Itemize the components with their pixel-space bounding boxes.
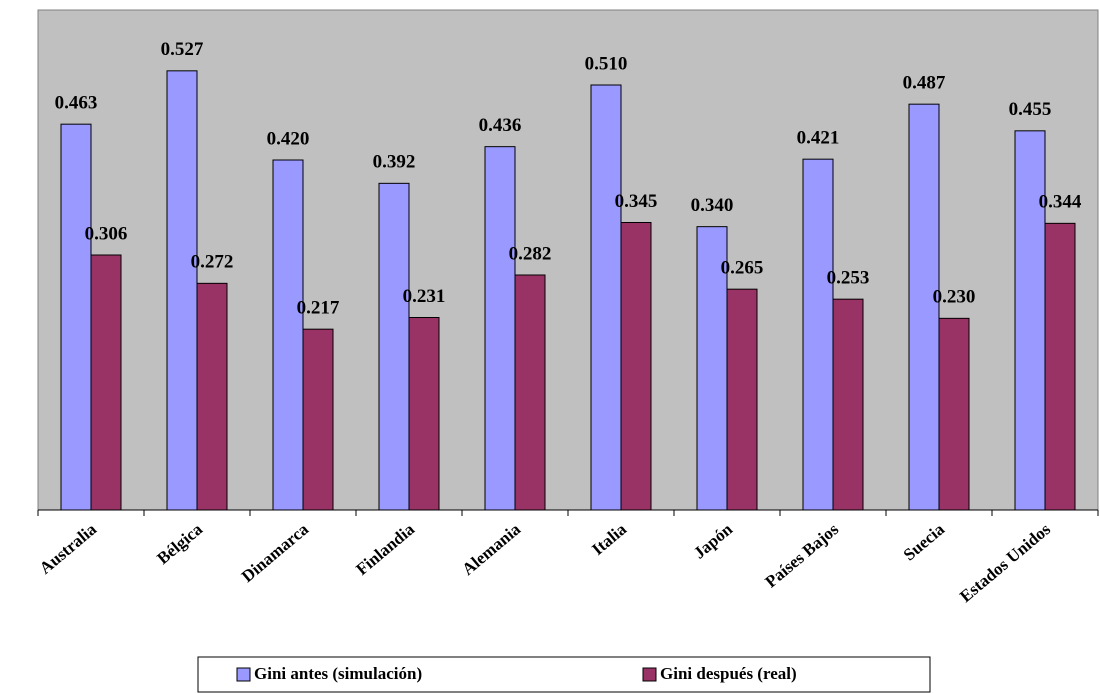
x-tick-label: Bélgica [153, 519, 206, 568]
value-label: 0.455 [1009, 99, 1052, 120]
bar [620, 222, 652, 511]
bar [196, 282, 228, 511]
bar [272, 159, 304, 511]
value-label: 0.463 [55, 93, 98, 114]
legend-label: Gini antes (simulación) [254, 664, 422, 683]
x-tick-label: Dinamarca [238, 519, 313, 586]
bar [590, 84, 622, 511]
bar [514, 274, 546, 511]
bar [1014, 130, 1046, 511]
bar [696, 226, 728, 511]
value-label: 0.420 [267, 128, 310, 149]
value-label: 0.392 [373, 152, 416, 173]
bar [802, 158, 834, 511]
bar [378, 182, 410, 511]
bar [408, 317, 440, 511]
bar [938, 317, 970, 511]
bar [166, 70, 198, 511]
bar [832, 298, 864, 511]
value-label: 0.253 [827, 268, 870, 289]
bar [1044, 222, 1076, 511]
value-label: 0.510 [585, 53, 628, 74]
legend-swatch [236, 667, 251, 682]
legend-label: Gini después (real) [660, 664, 797, 683]
value-label: 0.282 [509, 243, 552, 264]
bar [726, 288, 758, 511]
x-tick-label: Alemania [458, 519, 524, 579]
x-tick-label: Italia [588, 519, 630, 559]
value-label: 0.527 [161, 39, 204, 60]
bar [302, 328, 334, 511]
value-label: 0.265 [721, 258, 764, 279]
x-tick-label: Japón [690, 519, 737, 562]
bar [484, 146, 516, 511]
value-label: 0.436 [479, 115, 522, 136]
legend [197, 656, 931, 693]
bar [60, 123, 92, 511]
value-label: 0.231 [403, 286, 446, 307]
value-label: 0.340 [691, 195, 734, 216]
value-label: 0.345 [615, 191, 658, 212]
legend-swatch [642, 667, 657, 682]
value-label: 0.217 [297, 298, 340, 319]
bar [908, 103, 940, 511]
value-label: 0.230 [933, 287, 976, 308]
value-label: 0.272 [191, 252, 234, 273]
value-label: 0.306 [85, 223, 128, 244]
value-label: 0.487 [903, 73, 946, 94]
bar [90, 254, 122, 511]
x-tick-label: Finlandia [352, 519, 418, 579]
value-label: 0.344 [1039, 192, 1082, 213]
x-tick-label: Australia [36, 519, 101, 578]
x-tick-label: Estados Unidos [956, 519, 1054, 606]
value-label: 0.421 [797, 128, 840, 149]
x-tick-label: Países Bajos [761, 519, 842, 591]
x-tick-label: Suecia [900, 519, 949, 564]
